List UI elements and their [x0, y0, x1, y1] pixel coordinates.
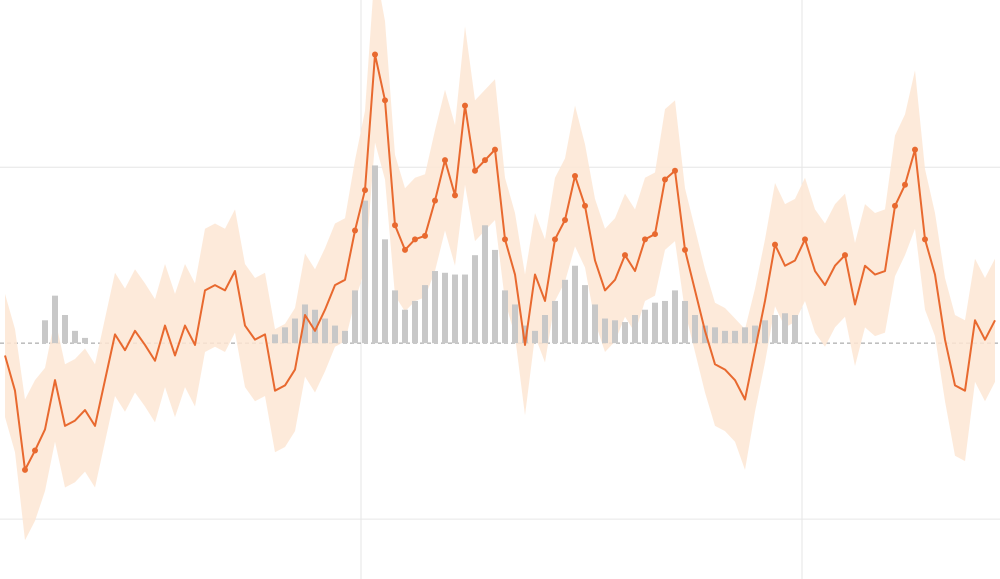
- bar: [472, 255, 478, 344]
- bar: [442, 272, 448, 344]
- bar: [672, 290, 678, 344]
- bar: [642, 309, 648, 344]
- bar: [462, 274, 468, 344]
- point: [422, 232, 428, 239]
- bar: [352, 290, 358, 344]
- bar: [742, 327, 748, 344]
- bar: [542, 315, 548, 344]
- point: [392, 222, 398, 229]
- point: [652, 231, 658, 238]
- bar: [332, 325, 338, 344]
- bar: [682, 300, 688, 344]
- bar: [622, 322, 628, 344]
- bar: [612, 320, 618, 344]
- point: [402, 246, 408, 253]
- bar: [632, 315, 638, 344]
- bar: [312, 309, 318, 344]
- point: [352, 227, 358, 234]
- point: [32, 447, 38, 454]
- bar: [432, 271, 438, 344]
- bar: [362, 200, 368, 344]
- point: [842, 252, 848, 259]
- bar: [732, 330, 738, 344]
- confidence-band: [5, 0, 995, 541]
- bar: [72, 330, 78, 344]
- bar: [772, 315, 778, 344]
- point: [582, 202, 588, 209]
- bar: [412, 300, 418, 344]
- bar: [282, 327, 288, 344]
- line: [4, 53, 996, 471]
- bar: [782, 313, 788, 344]
- bar: [562, 279, 568, 344]
- bar: [272, 334, 278, 344]
- point: [562, 216, 568, 223]
- point: [432, 197, 438, 204]
- bar: [402, 309, 408, 344]
- bar: [762, 320, 768, 344]
- point: [802, 236, 808, 243]
- bar: [422, 285, 428, 344]
- bar: [552, 300, 558, 344]
- bar: [662, 300, 668, 344]
- bar: [572, 265, 578, 344]
- point: [382, 97, 388, 104]
- bar: [302, 304, 308, 344]
- point: [772, 241, 778, 248]
- point: [472, 167, 478, 174]
- point: [662, 176, 668, 183]
- point: [922, 236, 928, 243]
- bar: [392, 290, 398, 344]
- bar: [372, 165, 378, 344]
- bar: [492, 249, 498, 344]
- point: [892, 202, 898, 209]
- point: [482, 157, 488, 164]
- point: [372, 51, 378, 58]
- point: [572, 172, 578, 179]
- bar: [512, 304, 518, 344]
- point: [642, 236, 648, 243]
- point: [682, 246, 688, 253]
- bar: [482, 225, 488, 344]
- bar: [322, 318, 328, 344]
- bar: [82, 337, 88, 344]
- bar: [582, 285, 588, 344]
- bar: [602, 318, 608, 344]
- bar: [42, 320, 48, 344]
- point: [902, 181, 908, 188]
- point: [412, 236, 418, 243]
- bar: [62, 315, 68, 344]
- bar: [382, 239, 388, 344]
- bar: [342, 330, 348, 344]
- bar: [752, 325, 758, 344]
- bar: [702, 325, 708, 344]
- bar: [532, 330, 538, 344]
- bar: [692, 315, 698, 344]
- bar: [502, 290, 508, 344]
- bar: [292, 318, 298, 344]
- point: [622, 252, 628, 259]
- point: [462, 102, 468, 109]
- point: [672, 167, 678, 174]
- bar: [712, 327, 718, 344]
- bar: [792, 315, 798, 344]
- bar: [522, 325, 528, 344]
- point: [442, 157, 448, 164]
- point: [552, 236, 558, 243]
- bar: [592, 304, 598, 344]
- point: [492, 146, 498, 153]
- bar: [652, 302, 658, 344]
- point: [22, 466, 28, 473]
- point: [502, 236, 508, 243]
- bar: [722, 330, 728, 344]
- point: [912, 146, 918, 153]
- bar: [52, 295, 58, 344]
- point: [452, 192, 458, 199]
- point: [362, 187, 368, 194]
- bar: [452, 274, 458, 344]
